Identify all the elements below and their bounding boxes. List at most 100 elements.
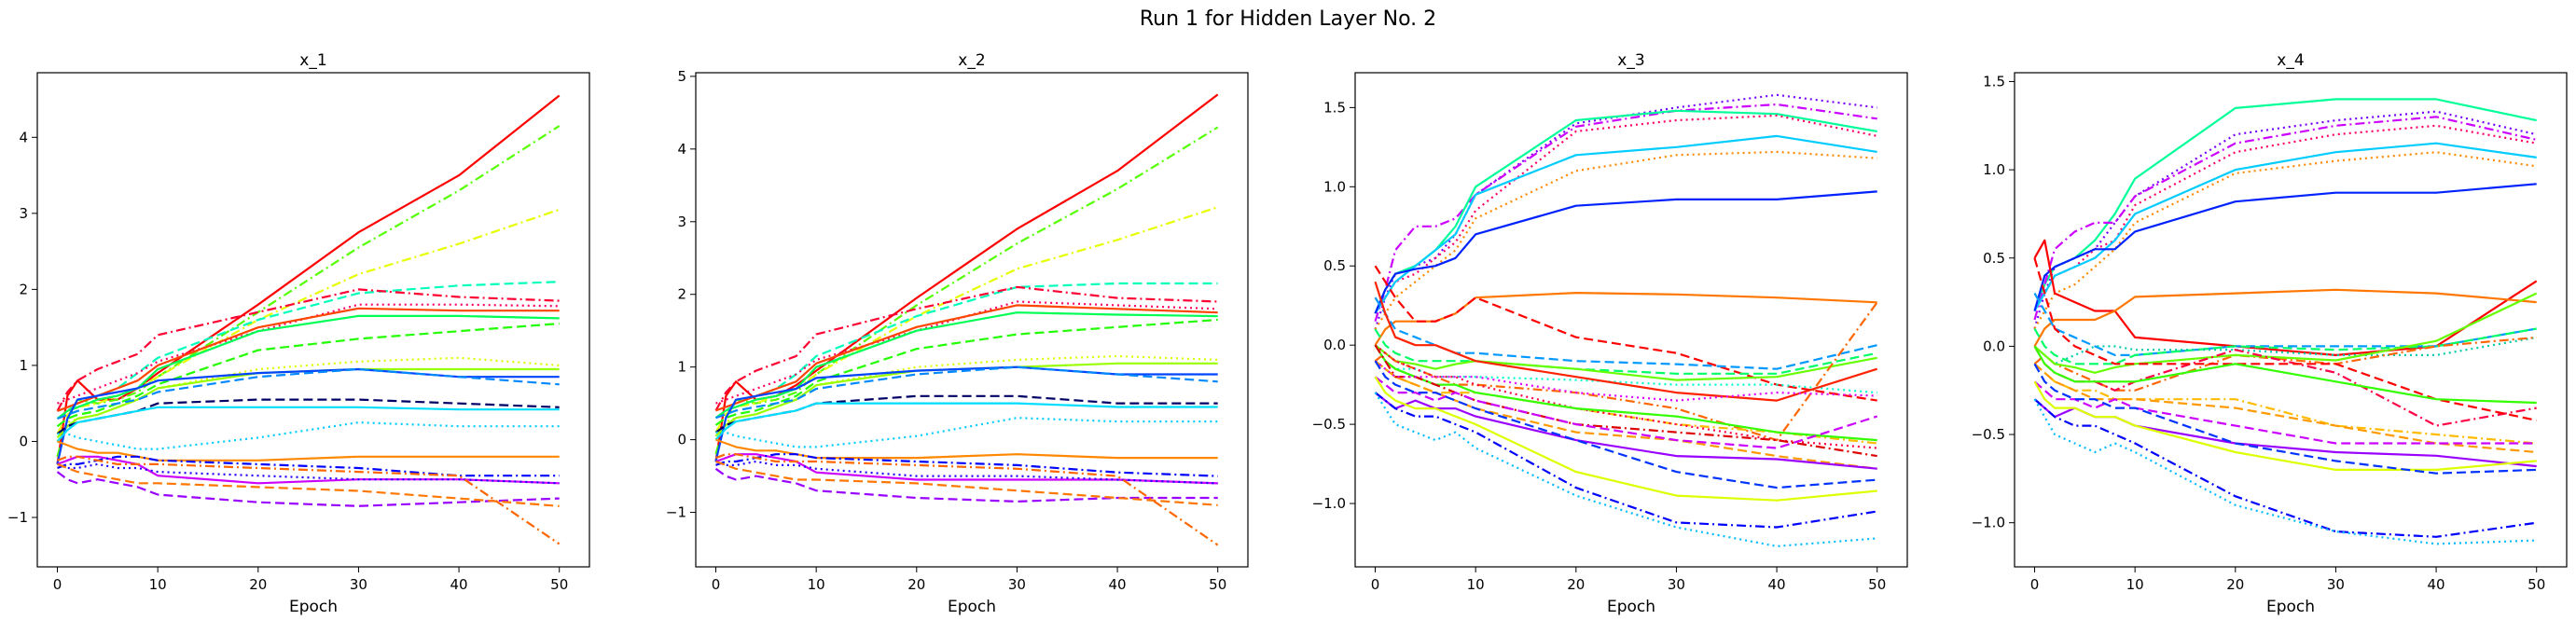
chart-0-series-20-line [56,471,560,507]
chart-2-axes-frame [1354,72,1908,568]
chart-2-series-26-line [1374,392,1877,548]
chart-2-series-25-line [1374,392,1877,529]
chart-0-ytick-label-3: 2 [19,281,28,297]
chart-1-title: x_2 [958,51,985,70]
chart-3-series-11-line [2033,336,2537,365]
chart-1-series-14-line [714,402,1218,441]
chart-2-series-6-line [1374,190,1877,314]
chart-3-ytick-label-3: 0.5 [1983,250,2005,267]
chart-1-xtick-label-0: 0 [712,576,721,593]
chart-2-ytick-label-5: 1.5 [1323,99,1346,116]
chart-1-ytick-label-5: 4 [677,141,686,158]
chart-1-ytick-label-0: −1 [666,504,686,521]
chart-3-series-21-line [2033,380,2537,471]
chart-0-ytick-label-0: −1 [7,509,28,526]
chart-1-xtick-label-1: 10 [808,576,825,593]
chart-1-ytick-label-2: 1 [677,359,686,376]
chart-0-series-8-line [56,323,560,428]
chart-3-ytick-label-4: 1.0 [1983,161,2005,178]
chart-0-title: x_1 [299,51,326,70]
chart-1-ytick-label-4: 3 [677,214,686,230]
chart-3-ytick-label-2: 0.0 [1983,338,2005,354]
chart-2-series-21-line [1374,376,1878,449]
chart-0-series-18-line [57,455,560,477]
chart-3-series-5-line [2033,151,2537,330]
chart-1-series-21-line [715,460,1218,506]
chart-2-series-12-line [1374,344,1877,394]
chart-2-series-3-line [1374,114,1877,314]
chart-3-axes-frame [2014,72,2568,568]
chart-3-series-10-line [2033,327,2537,365]
chart-3-series-24-line [2033,398,2537,545]
chart-0-xtick-label-4: 40 [450,576,468,593]
chart-0-series-14-line [56,406,560,443]
chart-3-series-13-line [2033,292,2538,374]
chart-0-ytick-label-2: 1 [19,357,28,374]
chart-2-series-1-line [1374,103,1877,323]
chart-3-ytick-label-5: 1.5 [1983,73,2005,90]
chart-3-series-9-line [2033,293,2537,356]
chart-1-series-12-line [715,365,1218,420]
chart-0-axes-frame [36,72,590,568]
chart-2-title: x_3 [1617,51,1644,70]
chart-3-title: x_4 [2277,51,2304,70]
chart-2-series-5-line [1374,150,1877,330]
chart-0-series-15-line [57,421,560,450]
chart-1-series-8-line [714,318,1218,426]
chart-2-series-14-line [1374,281,1878,402]
chart-0-xtick-label-2: 20 [249,576,267,593]
chart-0-series-12-line [57,367,560,420]
chart-2-xtick-label-5: 50 [1868,576,1886,593]
chart-3-ytick-label-1: −0.5 [1972,426,2005,443]
chart-1-xlabel: Epoch [948,598,996,616]
chart-1-axes-frame [695,72,1249,568]
chart-2-ytick-label-2: 0.0 [1323,337,1346,353]
chart-1-series-4-line [714,285,1218,411]
chart-0-series-19-line [57,462,560,485]
chart-2-xtick-label-0: 0 [1371,576,1380,593]
chart-1-xtick-label-4: 40 [1109,576,1127,593]
chart-2-series-19-line [1374,360,1877,470]
chart-0-xtick-label-5: 50 [550,576,568,593]
chart-2-series-13-line [1374,301,1878,442]
chart-0-series-21-line [57,462,560,507]
chart-2-xtick-label-3: 30 [1668,576,1685,593]
chart-1-series-18-line [715,453,1218,477]
chart-3-xtick-label-1: 10 [2126,576,2144,593]
chart-0-xtick-label-3: 30 [350,576,367,593]
chart-1-series-20-line [714,467,1218,503]
chart-0-series-5-line [57,303,560,405]
chart-3-series-22-line [2033,363,2537,475]
chart-1-ytick-label-3: 2 [677,286,686,303]
chart-1-xtick-label-5: 50 [1209,576,1226,593]
chart-3-xlabel: Epoch [2266,598,2315,616]
chart-2-ytick-label-0: −1.0 [1312,495,1346,512]
chart-2-series-17-line [1374,344,1877,442]
chart-2-xlabel: Epoch [1607,598,1655,616]
chart-2-xtick-label-1: 10 [1467,576,1485,593]
chart-3-xtick-label-5: 50 [2528,576,2545,593]
chart-3-series-2-line [2033,116,2537,321]
chart-1-ytick-label-6: 5 [677,68,686,85]
chart-1-series-15-line [715,417,1218,448]
chart-1-series-0-line [714,93,1219,462]
chart-3-xtick-label-0: 0 [2030,576,2040,593]
chart-3-series-4-line [2033,142,2537,312]
chart-2-series-4-line [1374,134,1877,314]
chart-2-ytick-label-4: 1.0 [1323,178,1346,195]
chart-2-series-22-line [1374,360,1877,402]
chart-3-series-16-line [2033,345,2537,405]
chart-0-ytick-label-1: 0 [19,433,28,449]
chart-1-series-22-line [715,453,1219,546]
chart-2-xtick-label-2: 20 [1567,576,1585,593]
chart-2-ytick-label-3: 0.5 [1323,257,1346,274]
chart-3-series-19-line [2033,380,2537,445]
chart-0-ytick-label-4: 3 [19,205,28,222]
chart-3-xtick-label-2: 20 [2226,576,2244,593]
figure-title: Run 1 for Hidden Layer No. 2 [1140,7,1436,31]
chart-3-xtick-label-4: 40 [2428,576,2445,593]
chart-3-xtick-label-3: 30 [2327,576,2345,593]
chart-1-series-5-line [715,300,1218,405]
chart-0-xlabel: Epoch [289,598,338,616]
